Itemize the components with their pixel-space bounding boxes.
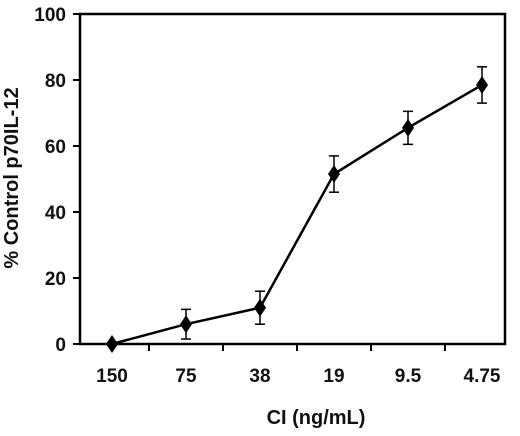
y-tick-label: 0 <box>55 335 66 356</box>
x-tick-label: 38 <box>249 366 270 387</box>
x-tick-label: 4.75 <box>464 366 501 387</box>
x-tick-label: 150 <box>96 366 128 387</box>
data-point-marker <box>180 315 192 334</box>
y-tick-label: 100 <box>34 5 66 26</box>
plot-frame <box>78 12 507 346</box>
data-point-marker <box>328 165 340 184</box>
y-tick-label: 40 <box>45 203 66 224</box>
y-tick-label: 20 <box>45 269 66 290</box>
data-point-marker <box>402 118 414 137</box>
y-tick-label: 80 <box>45 71 66 92</box>
plot-area: 0 20 40 60 80 100 150 75 38 19 9.5 4.75 <box>34 5 507 387</box>
y-tick-label: 60 <box>45 137 66 158</box>
data-point-marker <box>106 335 118 353</box>
x-tick-label: 75 <box>175 366 197 387</box>
series-line <box>111 83 483 346</box>
data-point-marker <box>476 75 488 94</box>
data-point-marker <box>254 298 266 317</box>
x-axis-title: CI (ng/mL) <box>267 407 366 429</box>
x-tick-label: 9.5 <box>395 366 422 387</box>
y-axis-title: % Control p70IL-12 <box>1 87 23 268</box>
x-tick-label: 19 <box>323 366 344 387</box>
